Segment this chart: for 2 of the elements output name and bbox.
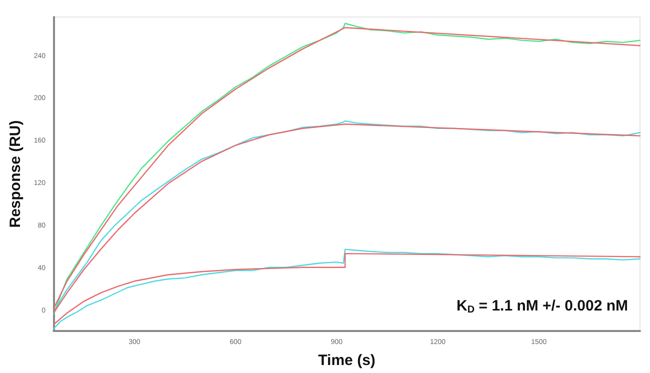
x-axis-title: Time (s) xyxy=(318,352,376,369)
y-axis-title: Response (RU) xyxy=(7,120,24,228)
